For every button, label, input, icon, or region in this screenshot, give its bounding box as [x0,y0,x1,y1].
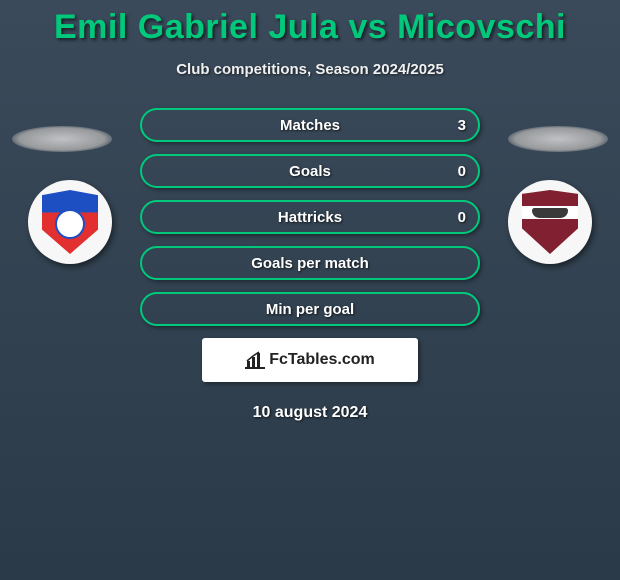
stat-row-min-per-goal: Min per goal [140,292,480,326]
stat-right-value: 0 [458,209,466,226]
shield-icon [42,190,98,254]
date-text: 10 august 2024 [0,404,620,422]
club-badge-left [28,180,112,264]
stat-right-value: 0 [458,163,466,180]
stat-row-matches: Matches 3 [140,108,480,142]
club-badge-right [508,180,592,264]
brand-text: FcTables.com [269,351,375,369]
platform-left [12,126,112,152]
stat-label: Min per goal [266,301,354,318]
comparison-subtitle: Club competitions, Season 2024/2025 [0,61,620,78]
bar-chart-icon [245,351,265,369]
stat-row-goals-per-match: Goals per match [140,246,480,280]
stat-right-value: 3 [458,117,466,134]
comparison-title: Emil Gabriel Jula vs Micovschi [0,0,620,47]
shield-icon [522,190,578,254]
brand-box: FcTables.com [202,338,418,382]
stat-label: Matches [280,117,340,134]
stat-label: Hattricks [278,209,342,226]
stat-label: Goals per match [251,255,369,272]
platform-right [508,126,608,152]
stats-rows: Matches 3 Goals 0 Hattricks 0 Goals per … [140,108,480,326]
stat-label: Goals [289,163,331,180]
stat-row-goals: Goals 0 [140,154,480,188]
stat-row-hattricks: Hattricks 0 [140,200,480,234]
